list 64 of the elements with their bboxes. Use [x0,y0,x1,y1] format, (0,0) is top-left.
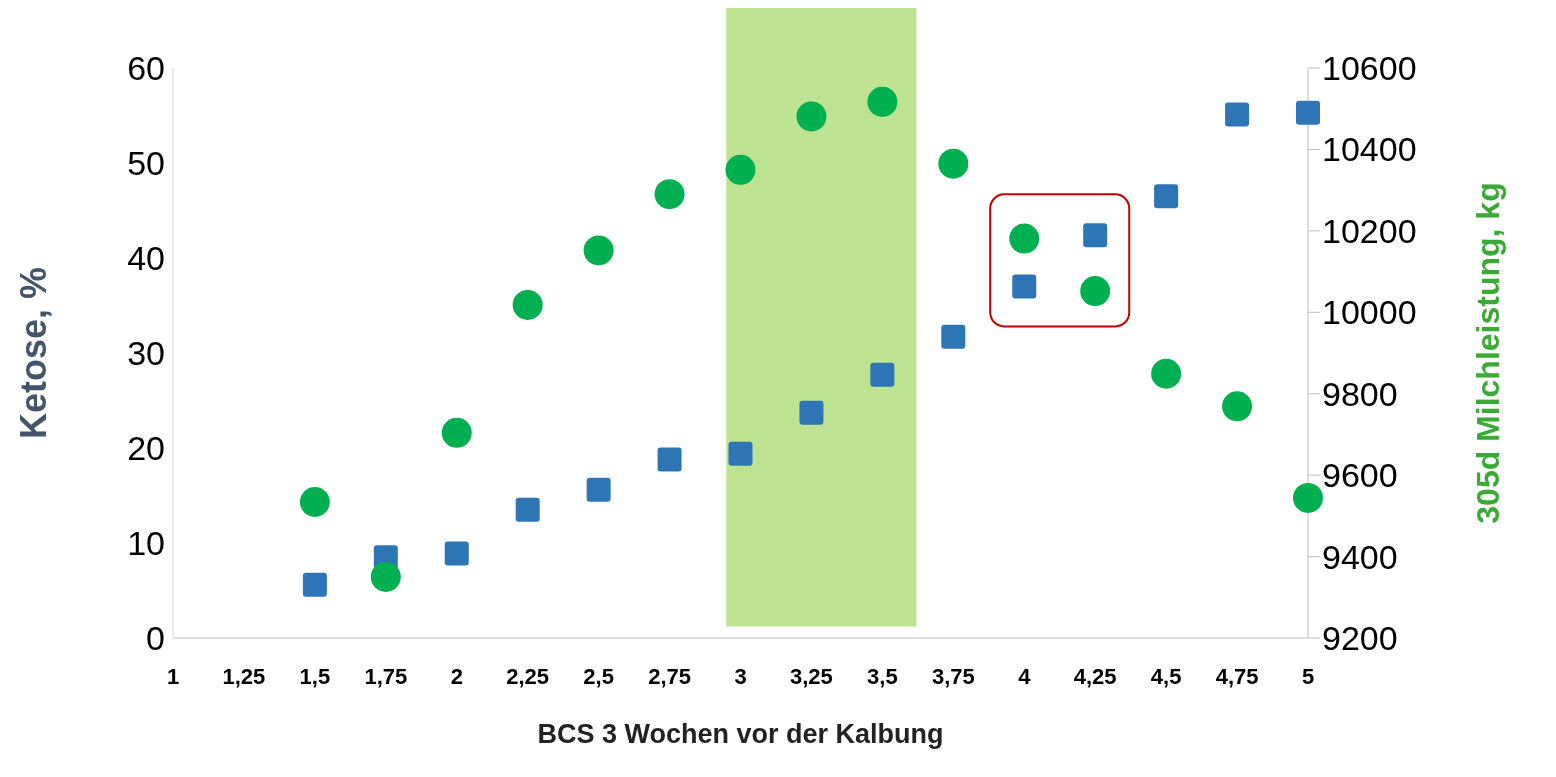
y-tick-label: 10 [127,524,165,563]
point [867,86,898,117]
point [941,324,966,349]
y2-tick-label: 10000 [1322,293,1417,332]
y2-tick-label: 10200 [1322,211,1417,250]
point [444,541,469,566]
y-tick-label: 0 [146,619,165,658]
point [515,497,540,522]
x-tick-label: 3,25 [790,663,833,689]
point [302,572,327,597]
x-tick-label: 3,75 [931,663,975,689]
y-axis-title: Ketose, % [12,266,54,440]
point [1296,100,1320,125]
point [870,362,895,387]
y-tick-label: 60 [127,49,165,88]
point [654,179,685,210]
x-tick-label: 4,5 [1150,663,1182,689]
point [1083,223,1108,248]
y2-tick-label: 9200 [1322,619,1398,658]
y2-tick-label: 10600 [1322,49,1417,88]
point [725,154,756,185]
x-tick-label: 1,75 [364,663,408,689]
point [1151,358,1182,389]
point [441,417,472,448]
y2-tick-label: 9800 [1322,374,1398,413]
y-tick-label: 30 [127,334,165,373]
point [586,477,611,502]
x-tick-label: 5 [1301,663,1315,689]
x-tick-label: 1 [166,663,180,689]
point [1080,276,1111,307]
point [938,148,969,179]
x-tick-label: 2,25 [506,663,550,689]
y-tick-label: 50 [127,144,165,183]
x-tick-label: 3 [734,663,747,689]
point [583,235,614,266]
x-tick-label: 2 [450,663,463,689]
y2-tick-label: 9400 [1322,537,1398,576]
point [799,400,824,425]
point [1009,223,1040,254]
point [299,487,330,518]
x-tick-label: 4 [1018,663,1032,689]
point [512,289,543,320]
y-tick-label: 40 [127,239,165,278]
x-tick-label: 2,75 [648,663,691,689]
x-tick-label: 4,25 [1073,663,1117,689]
y2-tick-label: 9600 [1322,456,1398,495]
point [1154,184,1179,209]
point [728,441,753,466]
y2-tick-label: 10400 [1322,130,1417,169]
x-tick-label: 1,25 [222,663,266,689]
point [1293,482,1323,513]
x-axis-title: BCS 3 Wochen vor der Kalbung [537,719,944,749]
y2-axis-title: 305d Milchleistung, kg [1470,182,1507,524]
point [1012,274,1037,299]
point [1222,391,1253,422]
x-tick-label: 3,5 [867,663,898,689]
y-tick-label: 20 [127,429,165,468]
point [657,447,682,472]
x-tick-label: 4,75 [1215,663,1259,689]
x-tick-label: 2,5 [583,663,614,689]
point [1225,102,1250,127]
point [370,561,401,592]
x-tick-label: 1,5 [299,663,331,689]
point [796,101,827,132]
